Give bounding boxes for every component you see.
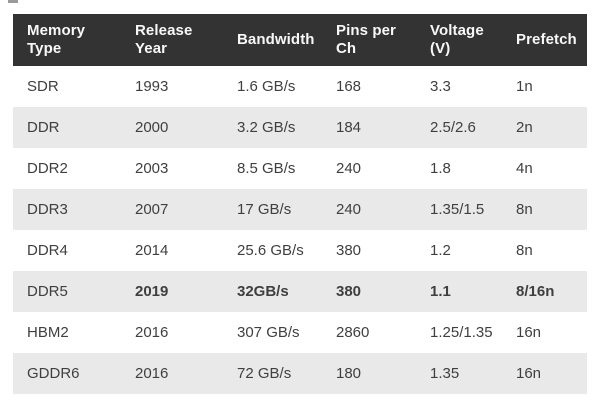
cell-release-year: 2014	[135, 242, 169, 259]
table-row: SDR 1993 1.6 GB/s 168 3.3 1n	[13, 66, 587, 107]
column-header-pins-per-ch: Pins per Ch	[336, 21, 396, 57]
column-header-prefetch: Prefetch	[516, 30, 577, 48]
table-row: DDR2 2003 8.5 GB/s 240 1.8 4n	[13, 148, 587, 189]
cell-prefetch: 16n	[516, 324, 542, 341]
column-header-release-year: Release Year	[135, 21, 193, 57]
table-row: DDR4 2014 25.6 GB/s 380 1.2 8n	[13, 230, 587, 271]
cell-voltage: 1.35/1.5	[430, 201, 485, 218]
cell-bandwidth: 8.5 GB/s	[237, 160, 296, 177]
cell-bandwidth: 307 GB/s	[237, 324, 300, 341]
cell-bandwidth: 72 GB/s	[237, 365, 292, 382]
cell-bandwidth: 17 GB/s	[237, 201, 292, 218]
cell-memory-type: DDR2	[27, 160, 68, 177]
column-header-bandwidth: Bandwidth	[237, 30, 315, 48]
cell-pins-per-ch: 380	[336, 283, 362, 300]
table-row: GDDR6 2016 72 GB/s 180 1.35 16n	[13, 353, 587, 394]
cell-prefetch: 8n	[516, 201, 533, 218]
cell-prefetch: 8/16n	[516, 283, 555, 300]
cell-release-year: 2007	[135, 201, 169, 218]
cell-voltage: 1.25/1.35	[430, 324, 493, 341]
cell-prefetch: 1n	[516, 78, 533, 95]
cell-prefetch: 2n	[516, 119, 533, 136]
cell-memory-type: SDR	[27, 78, 59, 95]
cell-release-year: 1993	[135, 78, 169, 95]
table-row: DDR 2000 3.2 GB/s 184 2.5/2.6 2n	[13, 107, 587, 148]
cell-prefetch: 16n	[516, 365, 542, 382]
cell-pins-per-ch: 168	[336, 78, 362, 95]
cell-voltage: 1.8	[430, 160, 451, 177]
cell-pins-per-ch: 240	[336, 201, 362, 218]
column-header-memory-type: Memory Type	[27, 21, 86, 57]
cell-bandwidth: 32GB/s	[237, 283, 289, 300]
table-row: DDR3 2007 17 GB/s 240 1.35/1.5 8n	[13, 189, 587, 230]
cell-memory-type: DDR3	[27, 201, 68, 218]
cell-pins-per-ch: 2860	[336, 324, 370, 341]
cell-pins-per-ch: 180	[336, 365, 362, 382]
cell-voltage: 3.3	[430, 78, 451, 95]
cell-pins-per-ch: 184	[336, 119, 362, 136]
table-header-row: Memory Type Release Year Bandwidth Pins …	[13, 14, 587, 66]
cell-voltage: 1.2	[430, 242, 451, 259]
cell-memory-type: GDDR6	[27, 365, 80, 382]
cell-release-year: 2003	[135, 160, 169, 177]
cell-release-year: 2000	[135, 119, 169, 136]
column-header-voltage: Voltage (V)	[430, 21, 484, 57]
cell-bandwidth: 3.2 GB/s	[237, 119, 296, 136]
table-row-ddr5-highlight: DDR5 2019 32GB/s 380 1.1 8/16n	[13, 271, 587, 312]
cell-memory-type: DDR4	[27, 242, 68, 259]
cell-prefetch: 8n	[516, 242, 533, 259]
cell-bandwidth: 1.6 GB/s	[237, 78, 296, 95]
cell-bandwidth: 25.6 GB/s	[237, 242, 304, 259]
cell-release-year: 2016	[135, 365, 169, 382]
cell-prefetch: 4n	[516, 160, 533, 177]
cell-pins-per-ch: 240	[336, 160, 362, 177]
cell-release-year: 2016	[135, 324, 169, 341]
cell-voltage: 1.1	[430, 283, 451, 300]
cell-voltage: 2.5/2.6	[430, 119, 476, 136]
crop-artifact	[8, 0, 18, 3]
cell-voltage: 1.35	[430, 365, 460, 382]
memory-comparison-table: Memory Type Release Year Bandwidth Pins …	[13, 14, 587, 394]
cell-memory-type: DDR5	[27, 283, 68, 300]
table-row: HBM2 2016 307 GB/s 2860 1.25/1.35 16n	[13, 312, 587, 353]
cell-pins-per-ch: 380	[336, 242, 362, 259]
cell-release-year: 2019	[135, 283, 169, 300]
cell-memory-type: DDR	[27, 119, 60, 136]
cell-memory-type: HBM2	[27, 324, 69, 341]
